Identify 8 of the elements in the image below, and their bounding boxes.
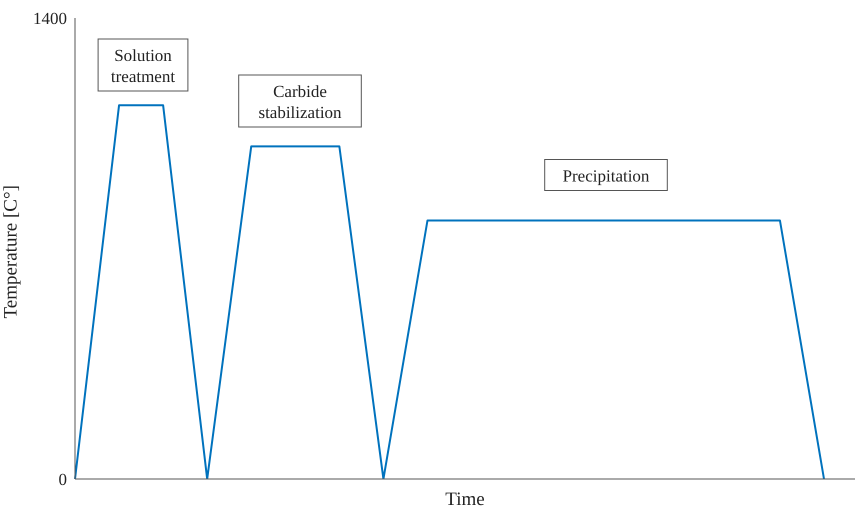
y-tick-label: 0 [58, 470, 67, 490]
y-axis-title: Temperature [C°] [0, 185, 22, 318]
x-axis-title: Time [445, 489, 485, 507]
annotation: Precipitation [562, 166, 650, 186]
annotation: Solution treatment [110, 46, 176, 86]
y-tick-label: 1400 [33, 9, 67, 28]
line-series [74, 104, 825, 479]
annotation: Carbide stabilization [258, 82, 342, 122]
